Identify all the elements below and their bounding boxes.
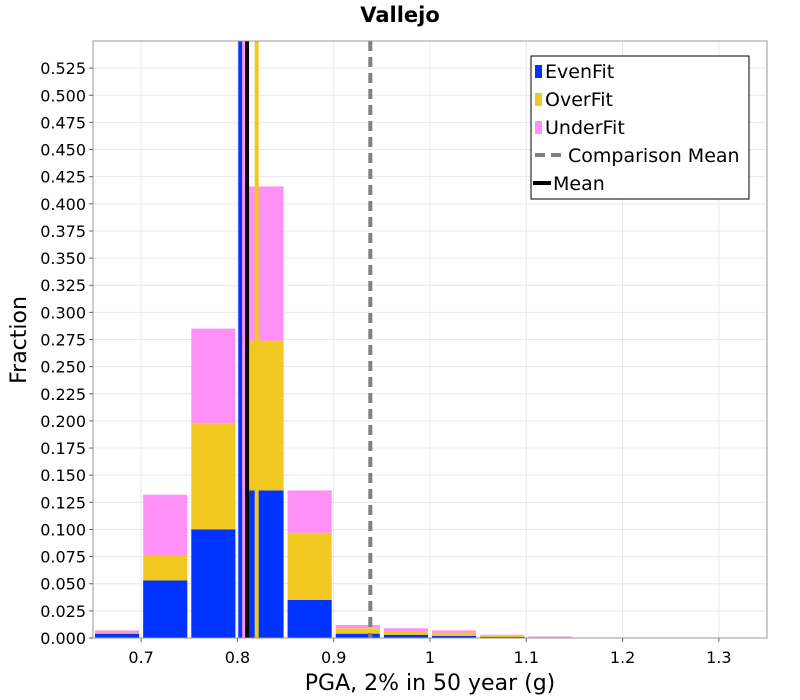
- legend-label-comparison-mean: Comparison Mean: [568, 145, 740, 167]
- y-axis-ticks: 0.000 0.025 0.050 0.075 0.100 0.125 0.150 0.175…: [40, 59, 93, 648]
- bar-overfit-9: [528, 636, 573, 638]
- x-tick-label-4: 1.1: [514, 648, 539, 667]
- x-tick-label-6: 1.3: [706, 648, 731, 667]
- y-tick-label-17: 0.425: [40, 168, 86, 187]
- bar-evenfit-6: [383, 634, 428, 638]
- y-tick-label-9: 0.225: [40, 385, 86, 404]
- legend-label-overfit: OverFit: [545, 89, 613, 111]
- bar-overfit-7: [432, 632, 477, 636]
- chart-title: Vallejo: [360, 3, 440, 27]
- x-axis-ticks: 0.7 0.8 0.9 1 1.1 1.2 1.3: [128, 638, 732, 667]
- x-tick-label-1: 0.8: [225, 648, 250, 667]
- legend-swatch-evenfit: [535, 65, 542, 78]
- y-tick-label-15: 0.375: [40, 222, 86, 241]
- y-tick-label-14: 0.350: [40, 249, 86, 268]
- y-tick-label-0: 0.000: [40, 629, 86, 648]
- y-tick-label-7: 0.175: [40, 439, 86, 458]
- bar-underfit-9: [528, 636, 573, 637]
- y-tick-label-2: 0.050: [40, 575, 86, 594]
- legend-label-mean: Mean: [553, 173, 605, 195]
- bar-underfit-6: [383, 628, 428, 632]
- legend-label-evenfit: EvenFit: [545, 61, 614, 83]
- bar-underfit-8: [480, 634, 525, 636]
- y-tick-label-6: 0.150: [40, 466, 86, 485]
- y-tick-label-8: 0.200: [40, 412, 86, 431]
- y-tick-label-20: 0.500: [40, 86, 86, 105]
- bar-underfit-2: [191, 328, 236, 424]
- bar-overfit-8: [480, 635, 525, 637]
- legend-swatch-overfit: [535, 93, 542, 106]
- y-tick-label-11: 0.275: [40, 331, 86, 350]
- bar-underfit-4: [287, 490, 332, 533]
- bar-evenfit-4: [287, 600, 332, 638]
- bar-overfit-5: [335, 628, 380, 634]
- bar-evenfit-8: [480, 636, 525, 638]
- bar-evenfit-7: [432, 635, 477, 638]
- y-tick-label-16: 0.400: [40, 195, 86, 214]
- bar-evenfit-1: [143, 580, 188, 638]
- bar-overfit-2: [191, 423, 236, 530]
- y-tick-label-1: 0.025: [40, 602, 86, 621]
- bar-evenfit-0: [95, 633, 140, 638]
- bar-evenfit-2: [191, 529, 236, 638]
- y-tick-label-13: 0.325: [40, 276, 86, 295]
- bar-underfit-0: [95, 630, 140, 633]
- y-tick-label-5: 0.125: [40, 493, 86, 512]
- x-tick-label-5: 1.2: [610, 648, 635, 667]
- x-tick-label-3: 1: [425, 648, 435, 667]
- bar-overfit-1: [143, 555, 188, 581]
- legend-box: [530, 55, 750, 200]
- y-tick-label-10: 0.250: [40, 358, 86, 377]
- y-axis-label: Fraction: [7, 296, 32, 384]
- y-tick-label-3: 0.075: [40, 548, 86, 567]
- x-tick-label-0: 0.7: [128, 648, 153, 667]
- legend: EvenFit OverFit UnderFit Comparison Mean Mea…: [530, 55, 750, 200]
- bar-overfit-4: [287, 532, 332, 601]
- bar-evenfit-5: [335, 633, 380, 638]
- y-tick-label-12: 0.300: [40, 303, 86, 322]
- x-tick-label-2: 0.9: [321, 648, 346, 667]
- y-tick-label-18: 0.450: [40, 141, 86, 160]
- x-axis-label: PGA, 2% in 50 year (g): [305, 671, 556, 696]
- bar-underfit-7: [432, 630, 477, 633]
- legend-swatch-underfit: [535, 121, 542, 134]
- legend-label-underfit: UnderFit: [545, 117, 625, 139]
- y-tick-label-19: 0.475: [40, 113, 86, 132]
- bar-underfit-1: [143, 494, 188, 556]
- y-tick-label-4: 0.100: [40, 520, 86, 539]
- bar-underfit-5: [335, 624, 380, 629]
- bar-overfit-6: [383, 631, 428, 635]
- y-tick-label-21: 0.525: [40, 59, 86, 78]
- bar-overfit-0: [95, 632, 140, 634]
